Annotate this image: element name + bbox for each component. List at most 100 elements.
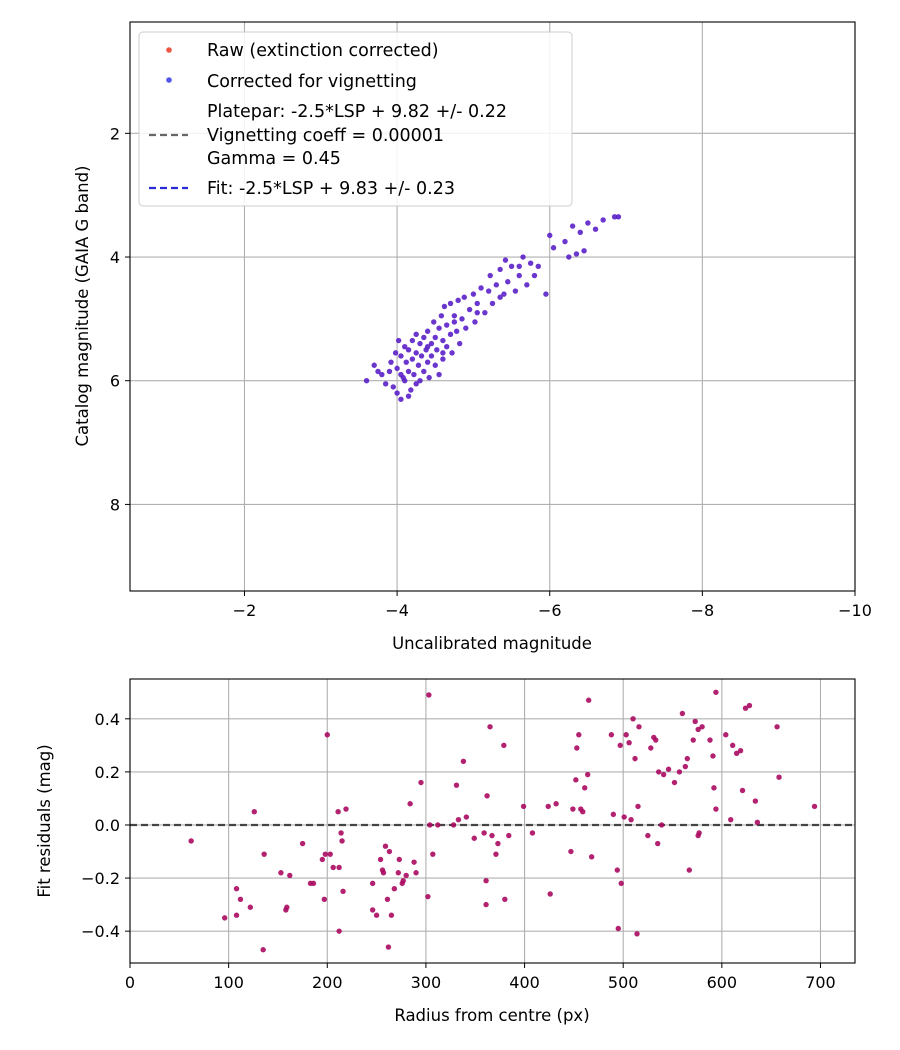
top-data-point <box>409 337 416 344</box>
bottom-data-point <box>648 745 654 751</box>
bottom-data-point <box>233 885 240 892</box>
top-data-point <box>470 291 477 297</box>
top-x-tick-label: −6 <box>538 601 562 620</box>
bottom-data-point <box>584 771 591 778</box>
top-data-point <box>394 365 400 372</box>
bottom-data-point <box>340 888 346 895</box>
bottom-y-tick-label: 0.0 <box>95 816 120 835</box>
top-data-point <box>434 347 440 353</box>
bottom-data-point <box>335 809 341 815</box>
bottom-data-point <box>322 851 329 857</box>
bottom-data-point <box>811 803 818 810</box>
top-data-point <box>403 359 409 365</box>
bottom-data-point <box>742 705 749 711</box>
bottom-data-point <box>430 851 436 857</box>
bottom-data-point <box>330 864 336 871</box>
bottom-data-point <box>502 896 508 902</box>
legend-raw-marker <box>166 47 172 53</box>
legend-raw-label: Raw (extinction corrected) <box>207 41 439 61</box>
top-data-point <box>371 362 377 368</box>
top-data-point <box>577 229 583 235</box>
bottom-data-point <box>695 726 701 733</box>
bottom-data-point <box>553 801 559 807</box>
top-data-point <box>395 337 402 344</box>
top-data-point <box>392 350 399 356</box>
top-x-tick-label: −8 <box>691 601 715 620</box>
bottom-data-point <box>435 822 441 828</box>
top-data-point <box>447 331 454 338</box>
bottom-data-point <box>686 867 692 873</box>
top-data-point <box>440 337 446 344</box>
bottom-data-point <box>632 755 638 762</box>
top-data-point <box>520 254 526 260</box>
bottom-data-point <box>580 809 586 815</box>
top-data-point <box>535 263 541 269</box>
bottom-data-point <box>570 806 576 812</box>
bottom-y-ticks: −0.4 −0.2 0.0 0.2 0.4 <box>81 710 130 941</box>
top-data-point <box>485 288 492 294</box>
top-data-point <box>449 350 455 356</box>
legend-vignetting-label: Vignetting coeff = 0.00001 <box>207 126 444 146</box>
bottom-y-axis-label: Fit residuals (mag) <box>35 744 54 897</box>
top-data-point <box>405 347 412 353</box>
bottom-data-point <box>380 870 387 876</box>
bottom-data-point <box>754 819 761 826</box>
bottom-data-point <box>310 880 317 887</box>
top-data-point <box>375 368 381 375</box>
bottom-data-point <box>321 896 328 902</box>
bottom-data-point <box>373 912 380 918</box>
top-data-point <box>388 359 394 365</box>
top-data-point <box>426 374 432 381</box>
top-data-point <box>451 319 458 325</box>
top-data-point <box>455 297 461 304</box>
bottom-data-point <box>188 838 194 844</box>
top-y-tick-label: 4 <box>110 248 120 267</box>
top-y-ticks: 2 4 6 8 <box>110 124 130 514</box>
top-data-point <box>444 322 450 328</box>
bottom-data-point <box>455 816 462 823</box>
top-data-point <box>424 359 431 365</box>
top-data-point <box>398 353 404 359</box>
top-data-point <box>436 371 442 378</box>
top-data-point <box>451 313 458 319</box>
top-data-point <box>413 350 419 356</box>
bottom-x-tick-label: 400 <box>509 973 540 992</box>
legend-platepar-label: Platepar: -2.5*LSP + 9.82 +/- 0.22 <box>207 102 507 122</box>
bottom-data-point <box>707 737 713 743</box>
top-data-point <box>524 282 530 288</box>
bottom-data-point <box>713 806 719 812</box>
bottom-x-ticks: 0 100 200 300 400 500 600 700 <box>125 963 836 992</box>
bottom-data-point <box>623 732 629 738</box>
bottom-data-point <box>506 832 512 839</box>
bottom-data-point <box>733 750 740 757</box>
top-data-point <box>413 331 419 338</box>
legend-fit-label: Fit: -2.5*LSP + 9.83 +/- 0.23 <box>207 179 455 199</box>
top-data-point <box>382 381 389 387</box>
bottom-data-point <box>776 774 782 780</box>
bottom-y-tick-label: −0.2 <box>81 869 120 888</box>
bottom-data-point <box>324 732 330 738</box>
bottom-data-point <box>336 928 342 934</box>
bottom-data-point <box>634 931 640 937</box>
bottom-data-point <box>403 872 409 879</box>
bottom-data-point <box>658 822 665 828</box>
bottom-data-point <box>450 822 457 828</box>
top-data-point <box>390 384 396 390</box>
top-x-axis-label: Uncalibrated magnitude <box>392 634 592 653</box>
bottom-data-point <box>233 912 240 918</box>
residuals-chart: 0 100 200 300 400 500 600 700 −0.4 −0.2 0.0 0.2 0.4… <box>35 678 856 1025</box>
top-data-point <box>456 340 463 347</box>
bottom-data-point <box>699 724 705 730</box>
top-plot-frame <box>129 21 856 592</box>
bottom-data-point <box>615 925 621 932</box>
top-data-point <box>512 288 519 294</box>
top-y-tick-label: 6 <box>110 372 120 391</box>
top-data-point <box>405 368 412 375</box>
bottom-data-point <box>237 896 244 902</box>
bottom-data-point <box>529 830 536 836</box>
top-data-point <box>411 371 417 378</box>
bottom-data-point <box>427 822 433 828</box>
legend-corrected-marker <box>166 77 172 83</box>
bottom-data-point <box>723 732 729 738</box>
bottom-data-point <box>425 893 431 900</box>
